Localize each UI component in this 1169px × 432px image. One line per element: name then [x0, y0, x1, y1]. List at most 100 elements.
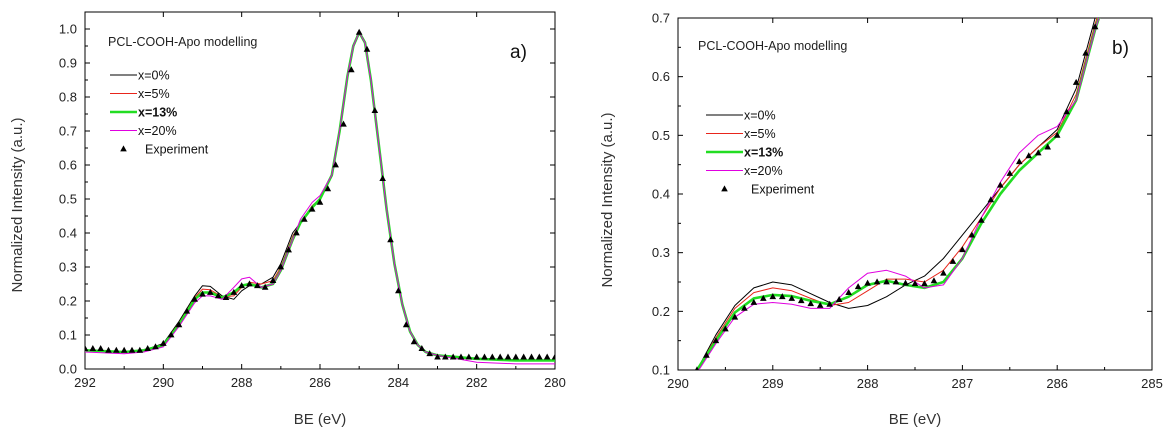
experiment-point: [1082, 49, 1089, 56]
plot-title-b: PCL-COOH-Apo modelling: [698, 39, 847, 53]
legend-label: x=20%: [138, 124, 177, 138]
series-group-b: [694, 18, 1101, 370]
experiment-point: [160, 339, 167, 346]
experiment-point: [144, 345, 151, 351]
experiment-point: [120, 346, 128, 353]
experiment-point: [788, 294, 796, 301]
experiment-point: [254, 282, 261, 289]
experiment-point: [175, 321, 183, 328]
experiment-point: [222, 294, 230, 300]
experiment-point: [105, 346, 112, 353]
experiment-point: [269, 277, 277, 283]
experiment-point: [113, 346, 120, 353]
y-tick-label: 0.9: [59, 56, 77, 71]
panel-label-a: a): [510, 42, 527, 63]
plot-title-a: PCL-COOH-Apo modelling: [108, 35, 257, 49]
y-tick-label: 0.6: [652, 69, 670, 84]
experiment-point: [316, 198, 324, 205]
legend-label: x=5%: [744, 127, 776, 141]
y-tick-label: 1.0: [59, 22, 77, 37]
x-tick-label: 290: [152, 375, 174, 390]
experiment-point: [332, 161, 339, 168]
experiment-point: [207, 288, 214, 295]
y-tick-label: 0.5: [59, 192, 77, 207]
experiment-point: [883, 278, 890, 285]
experiment-point: [395, 287, 402, 294]
experiment-point: [363, 45, 371, 52]
x-tick-label: 285: [1141, 376, 1163, 391]
x-tick-label: 284: [387, 375, 409, 390]
experiment-point: [152, 343, 159, 350]
experiment-point: [930, 277, 938, 284]
experiment-point: [807, 300, 815, 307]
y-tick-label: 0.5: [652, 128, 670, 143]
experiment-point: [449, 353, 457, 360]
y-tick-label: 0.3: [652, 245, 670, 260]
legend-marker-experiment: [120, 145, 127, 152]
y-tick-label: 0.3: [59, 260, 77, 275]
experiment-point: [128, 346, 136, 353]
experiment-point: [136, 346, 144, 353]
legend-label: x=0%: [138, 69, 170, 83]
experiment-point: [528, 353, 535, 360]
experiment-point: [769, 293, 777, 300]
experiment-point: [230, 288, 238, 295]
legend-a: x=0% x=5% x=13% x=20% Experiment: [110, 69, 209, 157]
experiment-point: [85, 345, 89, 351]
experiment-point: [465, 353, 473, 360]
experiment-point: [371, 107, 379, 113]
experiment-point: [457, 353, 465, 360]
x-tick-label: 286: [1046, 376, 1068, 391]
panel-label-b: b): [1112, 38, 1129, 59]
experiment-point: [797, 297, 805, 304]
x-tick-label: 290: [667, 376, 689, 391]
y-ticks-b: 0.1 0.2 0.3 0.4 0.5 0.6 0.7: [652, 11, 1152, 378]
experiment-point: [921, 280, 928, 287]
experiment-point: [512, 353, 520, 360]
experiment-point: [489, 353, 496, 360]
experiment-point: [997, 181, 1004, 188]
legend-label: x=20%: [744, 164, 783, 178]
experiment-point: [873, 278, 881, 285]
experiment-point: [473, 353, 480, 360]
experiment-point: [1034, 149, 1042, 156]
experiment-point: [940, 269, 947, 276]
experiment-point: [183, 307, 191, 314]
x-axis-title-b: BE (eV): [889, 411, 942, 428]
experiment-point: [520, 353, 527, 360]
x-tick-label: 280: [544, 375, 566, 390]
y-tick-label: 0.7: [59, 124, 77, 139]
legend-label: x=13%: [744, 146, 783, 160]
y-tick-label: 0.0: [59, 362, 77, 377]
experiment-point: [760, 294, 767, 301]
experiment-point: [426, 350, 433, 357]
series-line-x13: [695, 18, 1101, 370]
y-tick-label: 0.6: [59, 158, 77, 173]
experiment-point: [402, 321, 410, 328]
experiment-point: [238, 282, 245, 289]
chart-panel-a: 292 290 288 286 284 282 280 0.0 0.1 0.2 0.3 0.4 0.5…: [9, 11, 566, 428]
legend-label: x=0%: [744, 109, 776, 123]
experiment-point: [854, 283, 862, 290]
experiment-point: [551, 353, 555, 360]
experiment-point: [826, 300, 833, 307]
experiment-point: [1063, 108, 1070, 115]
experiment-point: [387, 236, 394, 243]
experiment-point: [504, 353, 512, 360]
y-ticks-a: 0.0 0.1 0.2 0.3 0.4 0.5 0.6 0.7 0.8 0.9 1.0: [59, 22, 555, 377]
experiment-point: [301, 215, 308, 222]
x-tick-label: 292: [74, 375, 96, 390]
y-tick-label: 0.2: [59, 294, 77, 309]
x-tick-label: 289: [762, 376, 784, 391]
experiment-point: [324, 185, 332, 192]
experiment-point: [199, 290, 206, 297]
experiment-point: [1091, 23, 1099, 30]
y-tick-label: 0.1: [652, 363, 670, 378]
experiment-point: [978, 216, 985, 223]
chart-panel-b: 290 289 288 287 286 285 0.1 0.2 0.3 0.4 0.5 0.6 0.7…: [599, 11, 1163, 429]
x-axis-title-a: BE (eV): [294, 411, 347, 428]
experiment-point: [694, 366, 699, 370]
experiment-point: [722, 325, 729, 332]
experiment-point: [778, 293, 786, 300]
